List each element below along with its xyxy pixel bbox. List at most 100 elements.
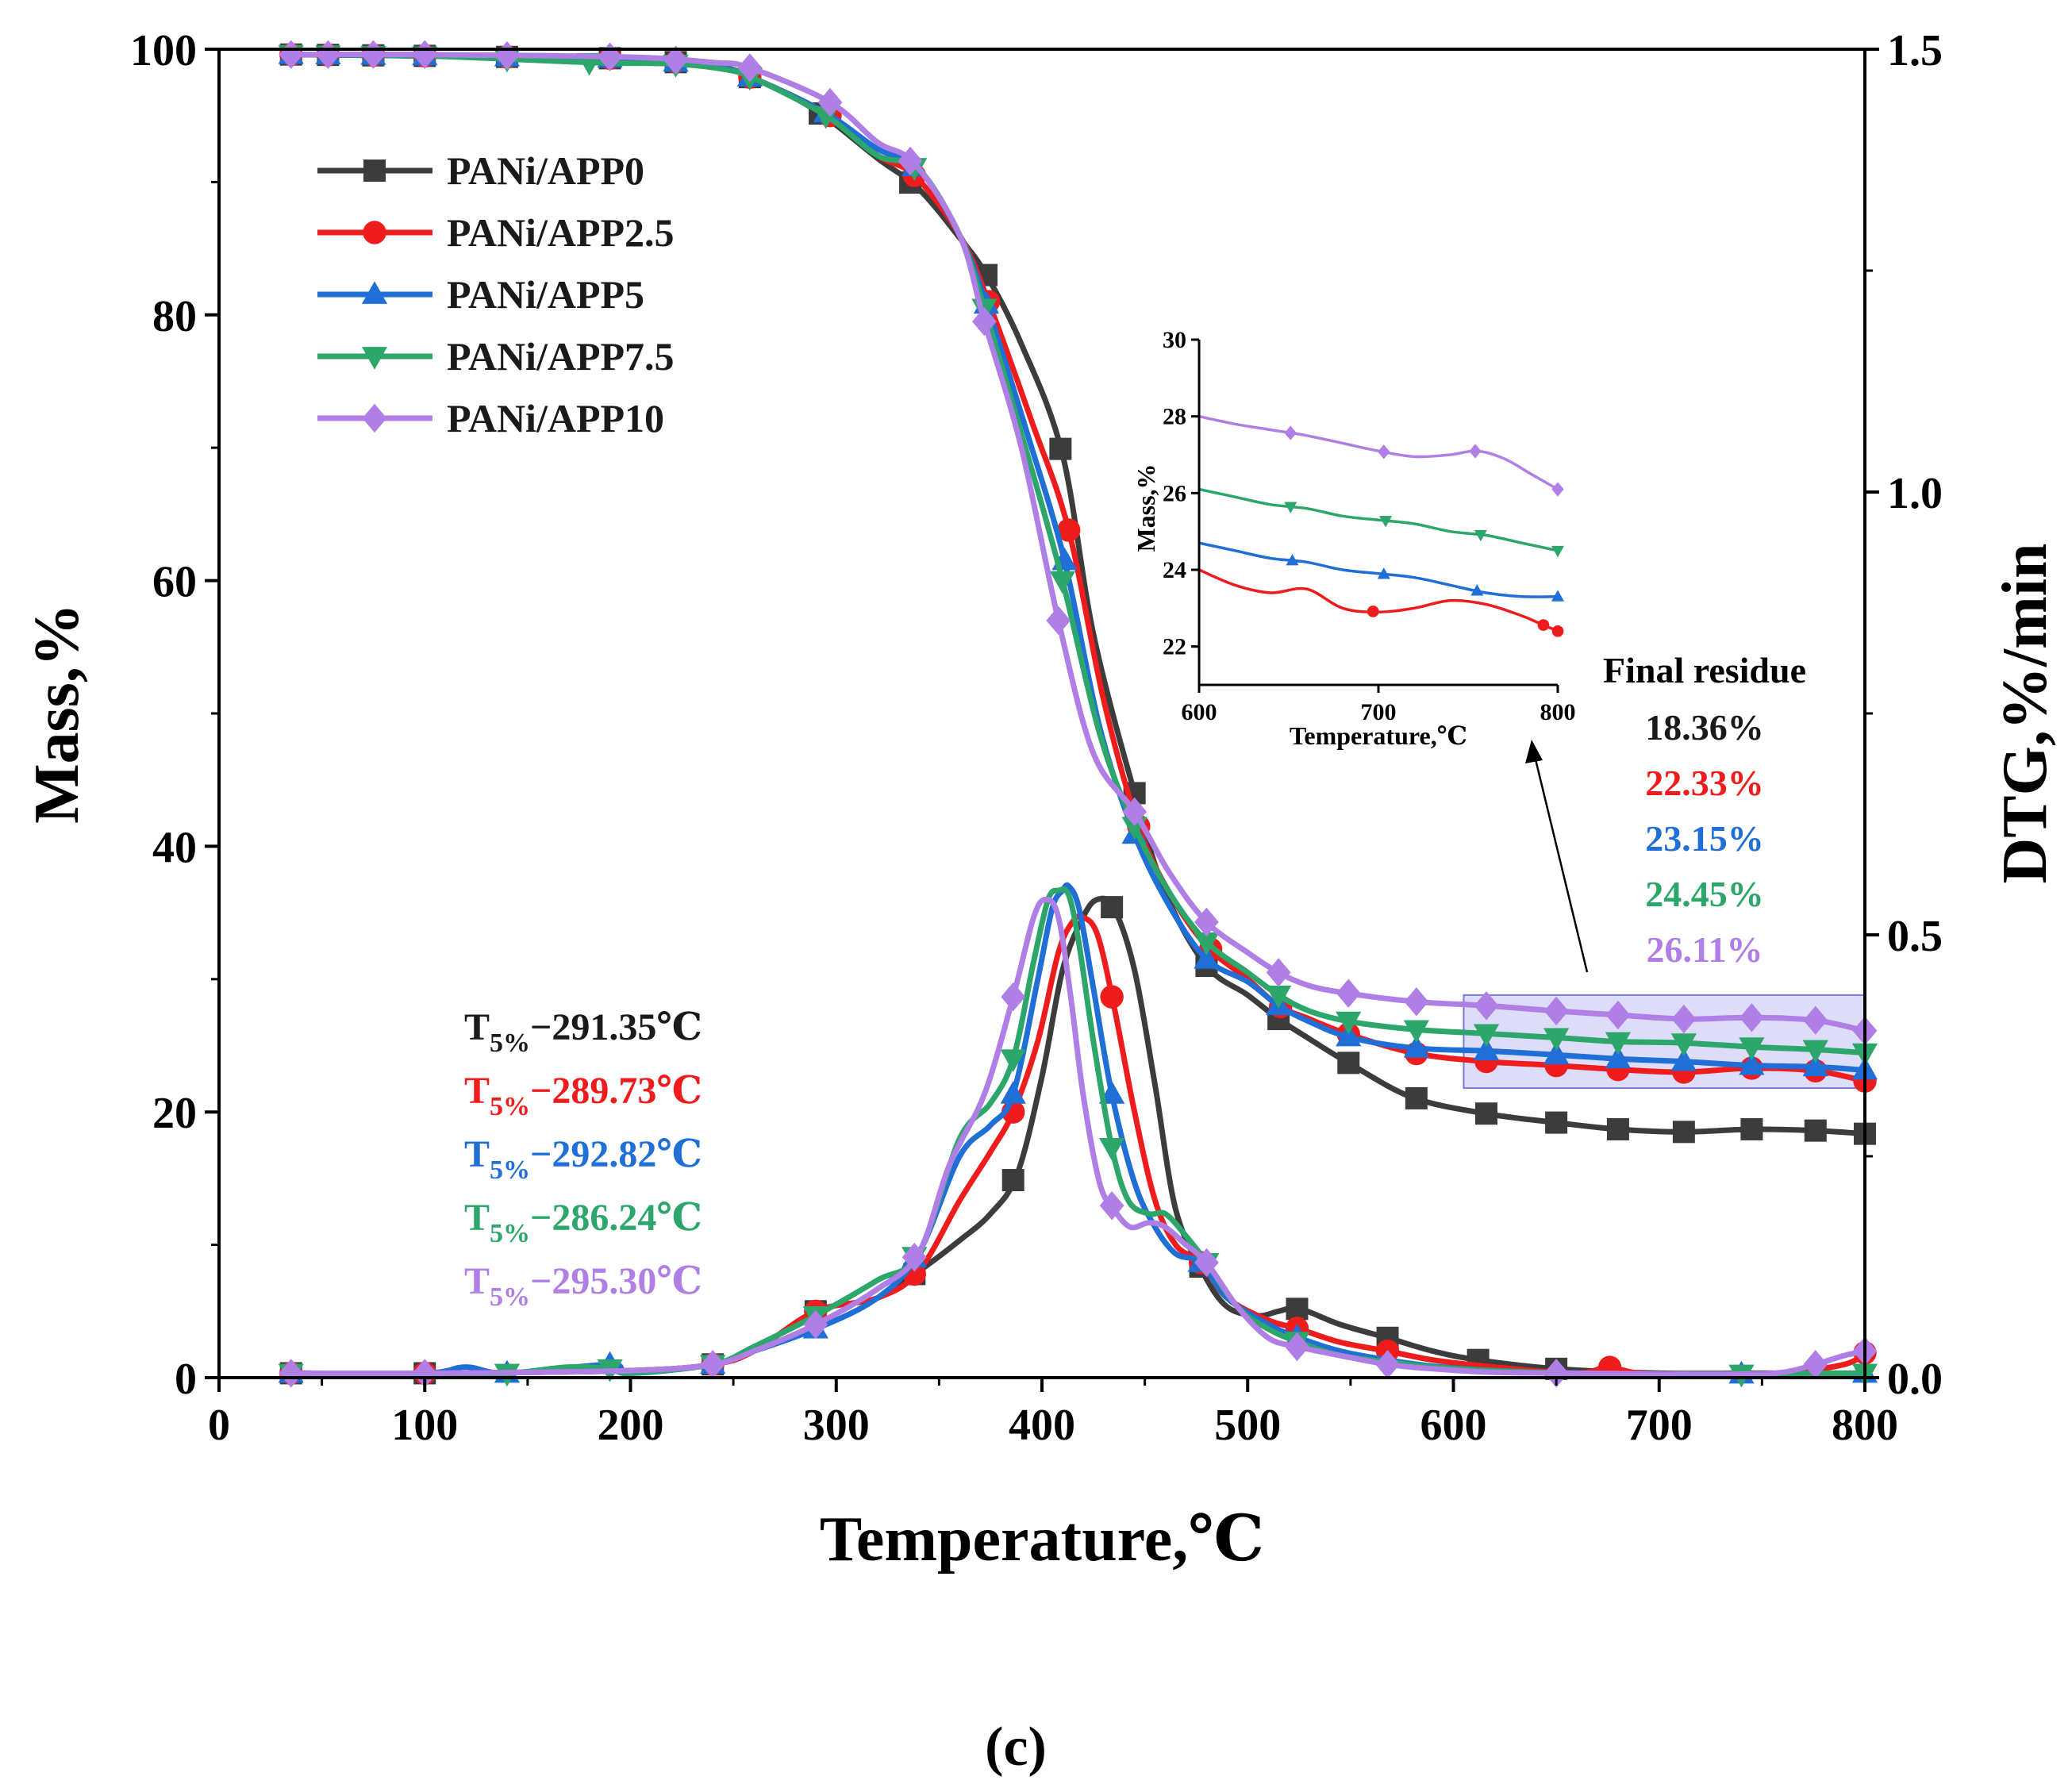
dtg-curves [278,882,1878,1388]
inset-line-pani-app7-5 [1198,487,1559,552]
y-left-tick-label: 80 [152,292,197,341]
tg-point [1803,1005,1828,1035]
inset-arrow [1525,740,1589,973]
tg-point [1739,1052,1765,1075]
final-residue-title: Final residue [1603,650,1806,690]
dtg-point [1001,1169,1024,1192]
legend-label: PANi/APP2.5 [447,210,675,255]
tg-point [737,53,763,83]
final-residue-value: 24.45% [1645,874,1764,914]
inset-series-pani-app10 [1198,414,1564,497]
inset-axes [1197,340,1558,686]
tg-point [1405,1086,1428,1109]
inset-point [1284,425,1297,440]
tg-point [1049,437,1072,460]
tg-point [1740,1117,1763,1140]
inset-curves [1198,414,1565,637]
final-residue-value: 22.33% [1645,763,1764,803]
legend: PANi/APP0 PANi/APP2.5 PANi/APP5 PANi/APP7.5… [317,148,675,440]
inset-series-pani-app2-5 [1198,568,1564,637]
tg-point [1670,1048,1697,1071]
y-left-tick-label: 20 [152,1089,197,1138]
legend-item-pani-app5: PANi/APP5 [317,272,644,317]
t5-subscript: 5% [490,1219,530,1248]
dtg-point [1101,896,1124,919]
tg-point [1194,932,1220,955]
inset-series-pani-app5 [1198,541,1565,602]
tg-point [1266,958,1291,987]
x-tick-label: 800 [1832,1401,1898,1450]
y-right-tick-label: 0.0 [1887,1355,1943,1404]
arrow-head [1525,740,1543,763]
inset-y-tick-label: 28 [1163,404,1186,430]
axis-ticks: 0 100 200 300 400 500 600 700 800 0 20 40 60 80 100 0.0… [130,26,1943,1450]
inset-x-tick-label: 600 [1182,699,1217,725]
dtg-point [803,1309,828,1340]
dtg-point [1000,1049,1026,1073]
dtg-point [1001,982,1026,1012]
dtg-point [1099,1137,1125,1161]
t5-value: −289.73℃ [530,1070,702,1112]
tg-point [1605,1045,1631,1069]
dtg-point [1286,1298,1309,1321]
tg-point [1739,1037,1765,1060]
tg-point [1671,1004,1697,1034]
tg-point [1049,571,1076,594]
inset-point [1551,482,1564,497]
inset-point [1286,554,1299,566]
t5-subscript: 5% [490,1092,530,1121]
inset-line-pani-app2-5 [1198,568,1559,632]
tg-point [361,40,386,69]
tg-point [1605,1000,1631,1030]
dtg-point [1543,1358,1569,1388]
inset-y-tick-label: 26 [1163,480,1186,506]
dtg-point [1194,1248,1219,1278]
tg-point [1672,1121,1695,1144]
inset-point [1378,516,1393,528]
t5-symbol: T [464,1070,490,1112]
tg-point [1543,996,1569,1026]
tg-point [817,87,843,117]
dtg-point [1099,1190,1124,1221]
y-left-axis-title: Mass,% [22,603,92,824]
dtg-point [901,1243,927,1272]
x-tick-label: 300 [803,1401,870,1450]
y-left-tick-label: 100 [130,26,197,75]
tg-point [1545,1111,1568,1134]
inset-line-pani-app10 [1198,414,1559,491]
inset-x-tick-label: 800 [1540,699,1576,725]
tg-point [1194,907,1219,937]
inset-y-axis-title: Mass,% [1132,463,1160,552]
inset-point [1378,444,1390,459]
x-tick-label: 700 [1626,1401,1693,1450]
tg-point [279,40,304,69]
dtg-point [1000,1081,1026,1104]
inset-line-pani-app5 [1198,541,1559,598]
final-residue-value: 18.36% [1645,707,1764,748]
legend-item-pani-app10: PANi/APP10 [317,396,664,440]
t5-value: −292.82℃ [530,1133,702,1175]
x-axis-title: Temperature,℃ [820,1505,1264,1574]
inset-series-pani-app7-5 [1198,487,1565,558]
t5-value: −291.35℃ [530,1006,702,1048]
x-tick-label: 500 [1214,1401,1281,1450]
t5-subscript: 5% [490,1155,530,1185]
tg-point [1802,1053,1828,1077]
inset-point [1470,584,1484,596]
arrow-line [1534,759,1589,973]
dtg-point [1375,1350,1400,1379]
inset-x-axis-title: Temperature,℃ [1290,721,1467,750]
t5-value: −295.30℃ [530,1260,702,1302]
legend-marker [363,160,386,182]
x-tick-label: 200 [598,1401,664,1450]
t5-annotation: T5%−292.82℃ [464,1133,702,1185]
legend-marker [361,281,388,304]
inset-y-tick-label: 22 [1163,634,1186,660]
tg-point [1473,1037,1500,1061]
t5-symbol: T [464,1006,490,1048]
inset-point [1551,590,1565,602]
y-right-tick-label: 0.5 [1887,912,1943,961]
tg-point [1403,1020,1429,1044]
tg-point [1336,1011,1362,1035]
dtg-point [1803,1350,1828,1379]
